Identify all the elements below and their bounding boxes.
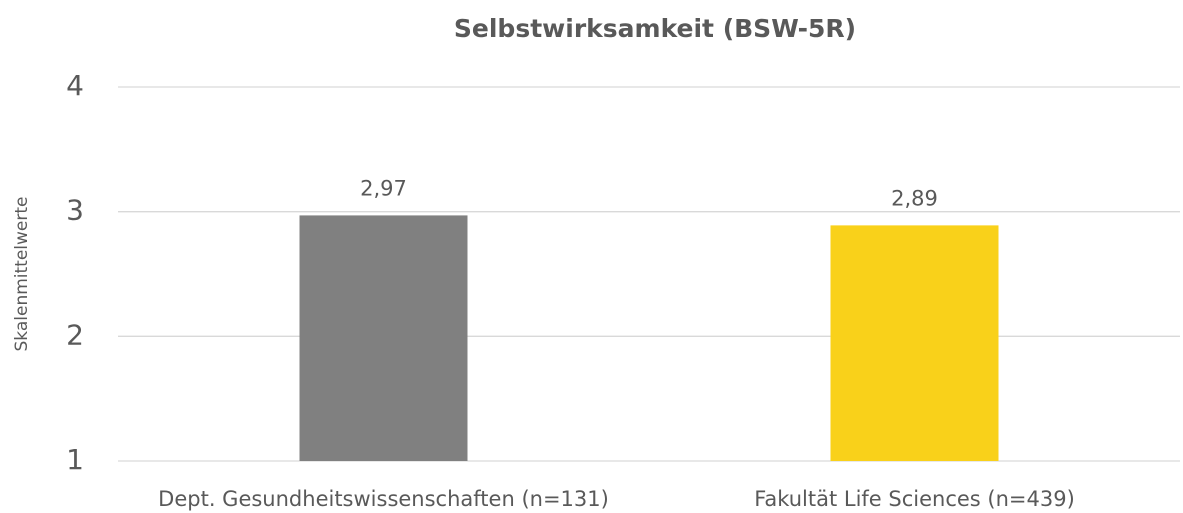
y-tick-label: 1	[66, 443, 84, 476]
bar	[299, 215, 468, 461]
y-tick-label: 2	[66, 318, 84, 351]
y-axis-label: Skalenmittelwerte	[12, 197, 32, 352]
value-label: 2,97	[360, 176, 407, 200]
y-tick-label: 4	[66, 69, 84, 102]
y-tick-label: 3	[66, 194, 84, 227]
chart-title: Selbstwirksamkeit (BSW-5R)	[454, 14, 856, 43]
x-tick-label: Dept. Gesundheitswissenschaften (n=131)	[158, 487, 609, 511]
value-label: 2,89	[891, 186, 938, 210]
x-tick-label: Fakultät Life Sciences (n=439)	[754, 487, 1075, 511]
bar	[830, 225, 999, 461]
